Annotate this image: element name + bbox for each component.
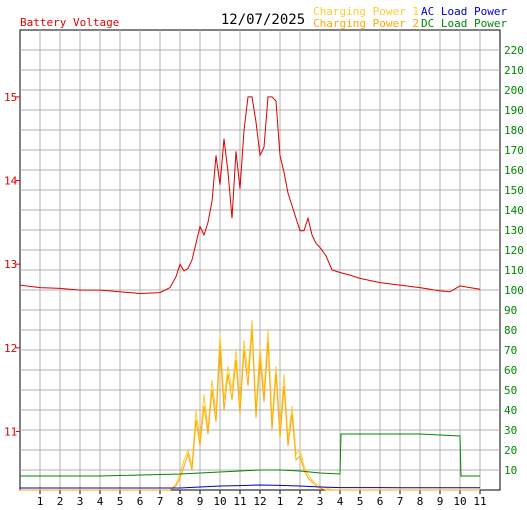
x-tick-label: 2 xyxy=(57,495,64,508)
legend-entry: Charging Power 1 xyxy=(313,5,419,18)
chart-date: 12/07/2025 xyxy=(221,12,305,28)
series-line-battery-voltage xyxy=(19,96,481,295)
y-right-tick-label: 80 xyxy=(504,324,517,337)
series-line-ac-load-power xyxy=(20,484,480,489)
y-right-tick-label: 130 xyxy=(504,224,524,237)
y-right-tick-label: 90 xyxy=(504,304,517,317)
y-left-tick-label: 15 xyxy=(4,91,17,104)
x-tick-label: 11 xyxy=(233,495,246,508)
y-right-tick-label: 20 xyxy=(504,444,517,457)
y-right-tick-label: 10 xyxy=(504,464,517,477)
x-tick-label: 12 xyxy=(253,495,266,508)
y-right-tick-label: 140 xyxy=(504,204,524,217)
series-line-charging-power-2 xyxy=(20,329,480,491)
y-right-tick-label: 120 xyxy=(504,244,524,257)
x-tick-label: 9 xyxy=(197,495,204,508)
y-left-tick-label: 12 xyxy=(4,342,17,355)
x-tick-label: 8 xyxy=(177,495,184,508)
y-left-tick-label: 13 xyxy=(4,258,17,271)
series-line-dc-load-power xyxy=(20,433,480,477)
chart-title-left: Battery Voltage xyxy=(20,16,119,29)
x-tick-label: 5 xyxy=(357,495,364,508)
y-right-tick-label: 50 xyxy=(504,384,517,397)
y-right-tick-label: 180 xyxy=(504,124,524,137)
x-tick-label: 1 xyxy=(277,495,284,508)
x-tick-label: 1 xyxy=(37,495,44,508)
y-right-tick-label: 160 xyxy=(504,164,524,177)
y-right-tick-label: 40 xyxy=(504,404,517,417)
y-left-tick-label: 11 xyxy=(4,425,17,438)
x-tick-label: 11 xyxy=(473,495,486,508)
x-tick-label: 3 xyxy=(317,495,324,508)
y-left-tick-label: 14 xyxy=(4,175,18,188)
x-tick-label: 8 xyxy=(417,495,424,508)
x-tick-label: 4 xyxy=(337,495,344,508)
x-tick-label: 7 xyxy=(157,495,164,508)
x-tick-label: 7 xyxy=(397,495,404,508)
y-right-tick-label: 70 xyxy=(504,344,517,357)
y-right-tick-label: 210 xyxy=(504,64,524,77)
x-tick-label: 4 xyxy=(97,495,104,508)
legend-entry: DC Load Power xyxy=(421,17,507,30)
x-tick-label: 6 xyxy=(137,495,144,508)
y-right-tick-label: 200 xyxy=(504,84,524,97)
x-tick-label: 10 xyxy=(453,495,466,508)
legend-entry: AC Load Power xyxy=(421,5,507,18)
x-tick-label: 6 xyxy=(377,495,384,508)
y-right-tick-label: 150 xyxy=(504,184,524,197)
x-tick-label: 5 xyxy=(117,495,124,508)
y-right-tick-label: 60 xyxy=(504,364,517,377)
y-right-tick-label: 110 xyxy=(504,264,524,277)
x-tick-label: 9 xyxy=(437,495,444,508)
y-right-tick-label: 170 xyxy=(504,144,524,157)
x-tick-label: 10 xyxy=(213,495,226,508)
x-tick-label: 3 xyxy=(77,495,84,508)
legend-entry: Charging Power 2 xyxy=(313,17,419,30)
y-right-tick-label: 30 xyxy=(504,424,517,437)
y-right-tick-label: 220 xyxy=(504,44,524,57)
y-right-tick-label: 190 xyxy=(504,104,524,117)
y-right-tick-label: 100 xyxy=(504,284,524,297)
x-tick-label: 2 xyxy=(297,495,304,508)
